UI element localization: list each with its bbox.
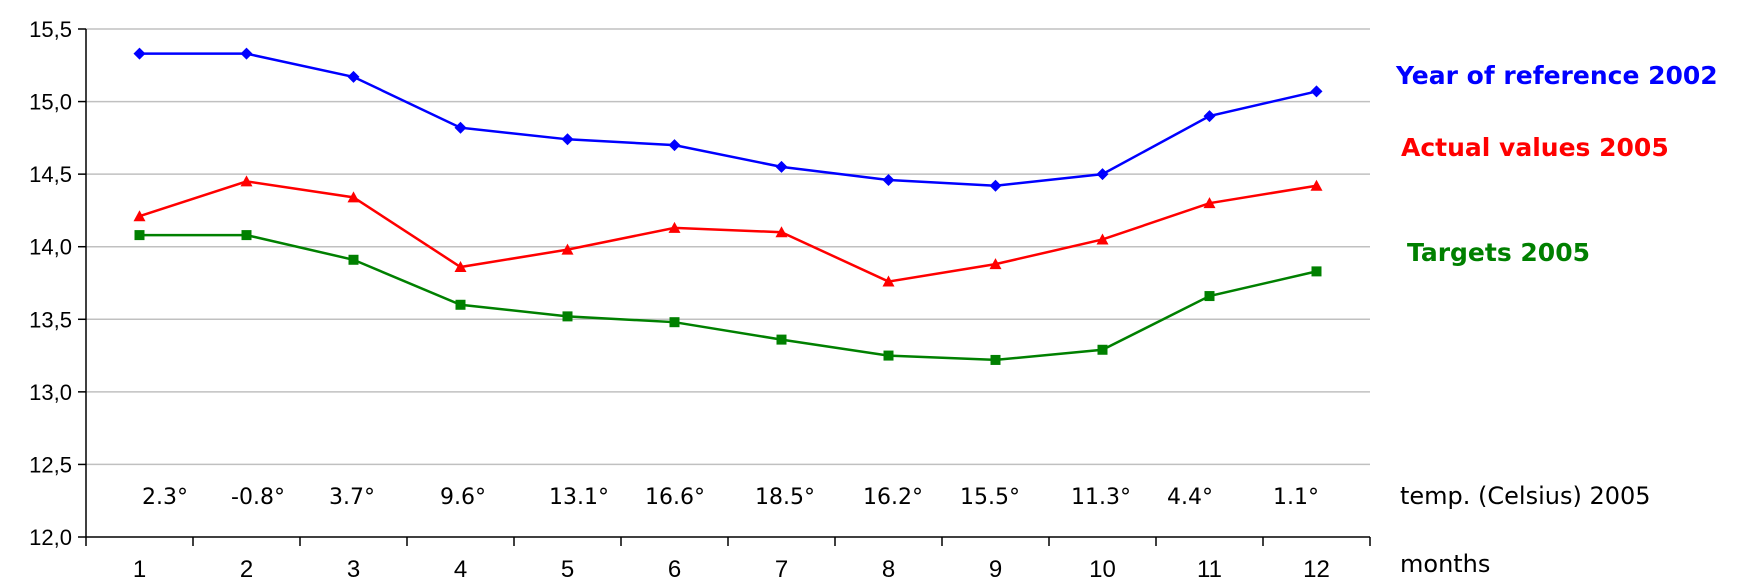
data-point xyxy=(561,133,574,146)
temperature-label: 11.3° xyxy=(1071,485,1131,510)
x-tick-label: 3 xyxy=(347,556,360,583)
data-point xyxy=(1311,266,1322,277)
data-point xyxy=(347,70,360,83)
y-tick-label: 14,0 xyxy=(29,235,72,260)
data-point xyxy=(454,261,467,273)
data-point xyxy=(348,254,359,265)
data-point xyxy=(347,191,360,203)
y-axis-ticks: 12,0 12,5 13,0 13,5 14,0 14,5 15,0 15,5 xyxy=(29,17,87,550)
data-point xyxy=(989,179,1002,192)
y-tick-label: 13,5 xyxy=(29,307,72,332)
data-point xyxy=(134,230,145,241)
x-tick-label: 6 xyxy=(668,556,681,583)
series-line xyxy=(139,52,1317,188)
x-tick-label: 1 xyxy=(133,556,146,583)
data-point xyxy=(133,210,146,222)
temperature-label: 15.5° xyxy=(960,485,1020,510)
temperature-label: -0.8° xyxy=(231,485,285,510)
data-point xyxy=(455,299,466,310)
x-tick-label: 10 xyxy=(1089,556,1116,583)
series-2 xyxy=(133,175,1323,287)
y-tick-label: 12,5 xyxy=(29,452,72,477)
data-point xyxy=(240,175,253,187)
x-tick-label: 5 xyxy=(561,556,574,583)
temperature-label: 9.6° xyxy=(440,485,486,510)
data-point xyxy=(1203,197,1216,209)
data-point xyxy=(1310,179,1323,191)
data-point xyxy=(1203,110,1216,123)
x-tick-label: 11 xyxy=(1197,556,1222,583)
data-point xyxy=(883,350,894,361)
legend: Year of reference 2002 Actual values 2005… xyxy=(1395,61,1718,267)
temperature-label: 2.3° xyxy=(142,485,188,510)
y-tick-label: 15,5 xyxy=(29,17,72,42)
legend-entry: Actual values 2005 xyxy=(1401,133,1669,162)
data-point xyxy=(1204,291,1215,302)
x-tick-label: 4 xyxy=(454,556,467,583)
data-point xyxy=(562,311,573,322)
legend-entry: Targets 2005 xyxy=(1407,238,1590,267)
data-point xyxy=(668,139,681,152)
x-tick-label: 7 xyxy=(775,556,788,583)
data-point xyxy=(775,160,788,173)
temperature-label: 16.2° xyxy=(863,485,923,510)
x-tick-label: 12 xyxy=(1303,556,1330,583)
series-3 xyxy=(134,230,1322,365)
temperature-label: 16.6° xyxy=(645,485,705,510)
series-1 xyxy=(133,47,1323,192)
temperature-label: 1.1° xyxy=(1273,485,1319,510)
x-tick-label: 8 xyxy=(882,556,895,583)
temperature-row-label: temp. (Celsius) 2005 xyxy=(1400,482,1651,510)
data-point xyxy=(990,354,1001,365)
data-point xyxy=(669,317,680,328)
legend-entry: Year of reference 2002 xyxy=(1395,61,1718,90)
data-point xyxy=(1096,168,1109,181)
data-point xyxy=(241,230,252,241)
data-point xyxy=(668,221,681,233)
data-point xyxy=(133,47,146,60)
data-point xyxy=(775,226,788,238)
data-point xyxy=(240,47,253,60)
x-tick-label: 9 xyxy=(989,556,1002,583)
data-point xyxy=(454,121,467,134)
data-point xyxy=(776,334,787,345)
series-line xyxy=(139,180,1317,283)
series-lines xyxy=(133,47,1323,365)
temperature-label: 3.7° xyxy=(329,485,375,510)
y-tick-label: 12,0 xyxy=(29,525,72,550)
data-point xyxy=(1096,233,1109,245)
y-tick-label: 15,0 xyxy=(29,90,72,115)
x-axis-label: months xyxy=(1400,550,1490,578)
data-point xyxy=(882,275,895,287)
temperature-label: 4.4° xyxy=(1167,485,1213,510)
data-point xyxy=(989,258,1002,270)
data-point xyxy=(561,243,574,255)
gridlines xyxy=(86,28,1370,466)
y-tick-label: 13,0 xyxy=(29,380,72,405)
series-line xyxy=(139,233,1317,362)
x-tick-label: 2 xyxy=(240,556,253,583)
temperature-label: 13.1° xyxy=(549,485,609,510)
temperature-labels: 2.3° -0.8° 3.7° 9.6° 13.1° 16.6° 18.5° 16.2° 15.… xyxy=(142,485,1319,510)
y-tick-label: 14,5 xyxy=(29,162,72,187)
temperature-label: 18.5° xyxy=(755,485,815,510)
data-point xyxy=(1097,344,1108,355)
data-point xyxy=(1310,85,1323,98)
data-point xyxy=(882,173,895,186)
x-axis: 1 2 3 4 5 6 7 8 9 10 11 12 xyxy=(85,536,1371,583)
